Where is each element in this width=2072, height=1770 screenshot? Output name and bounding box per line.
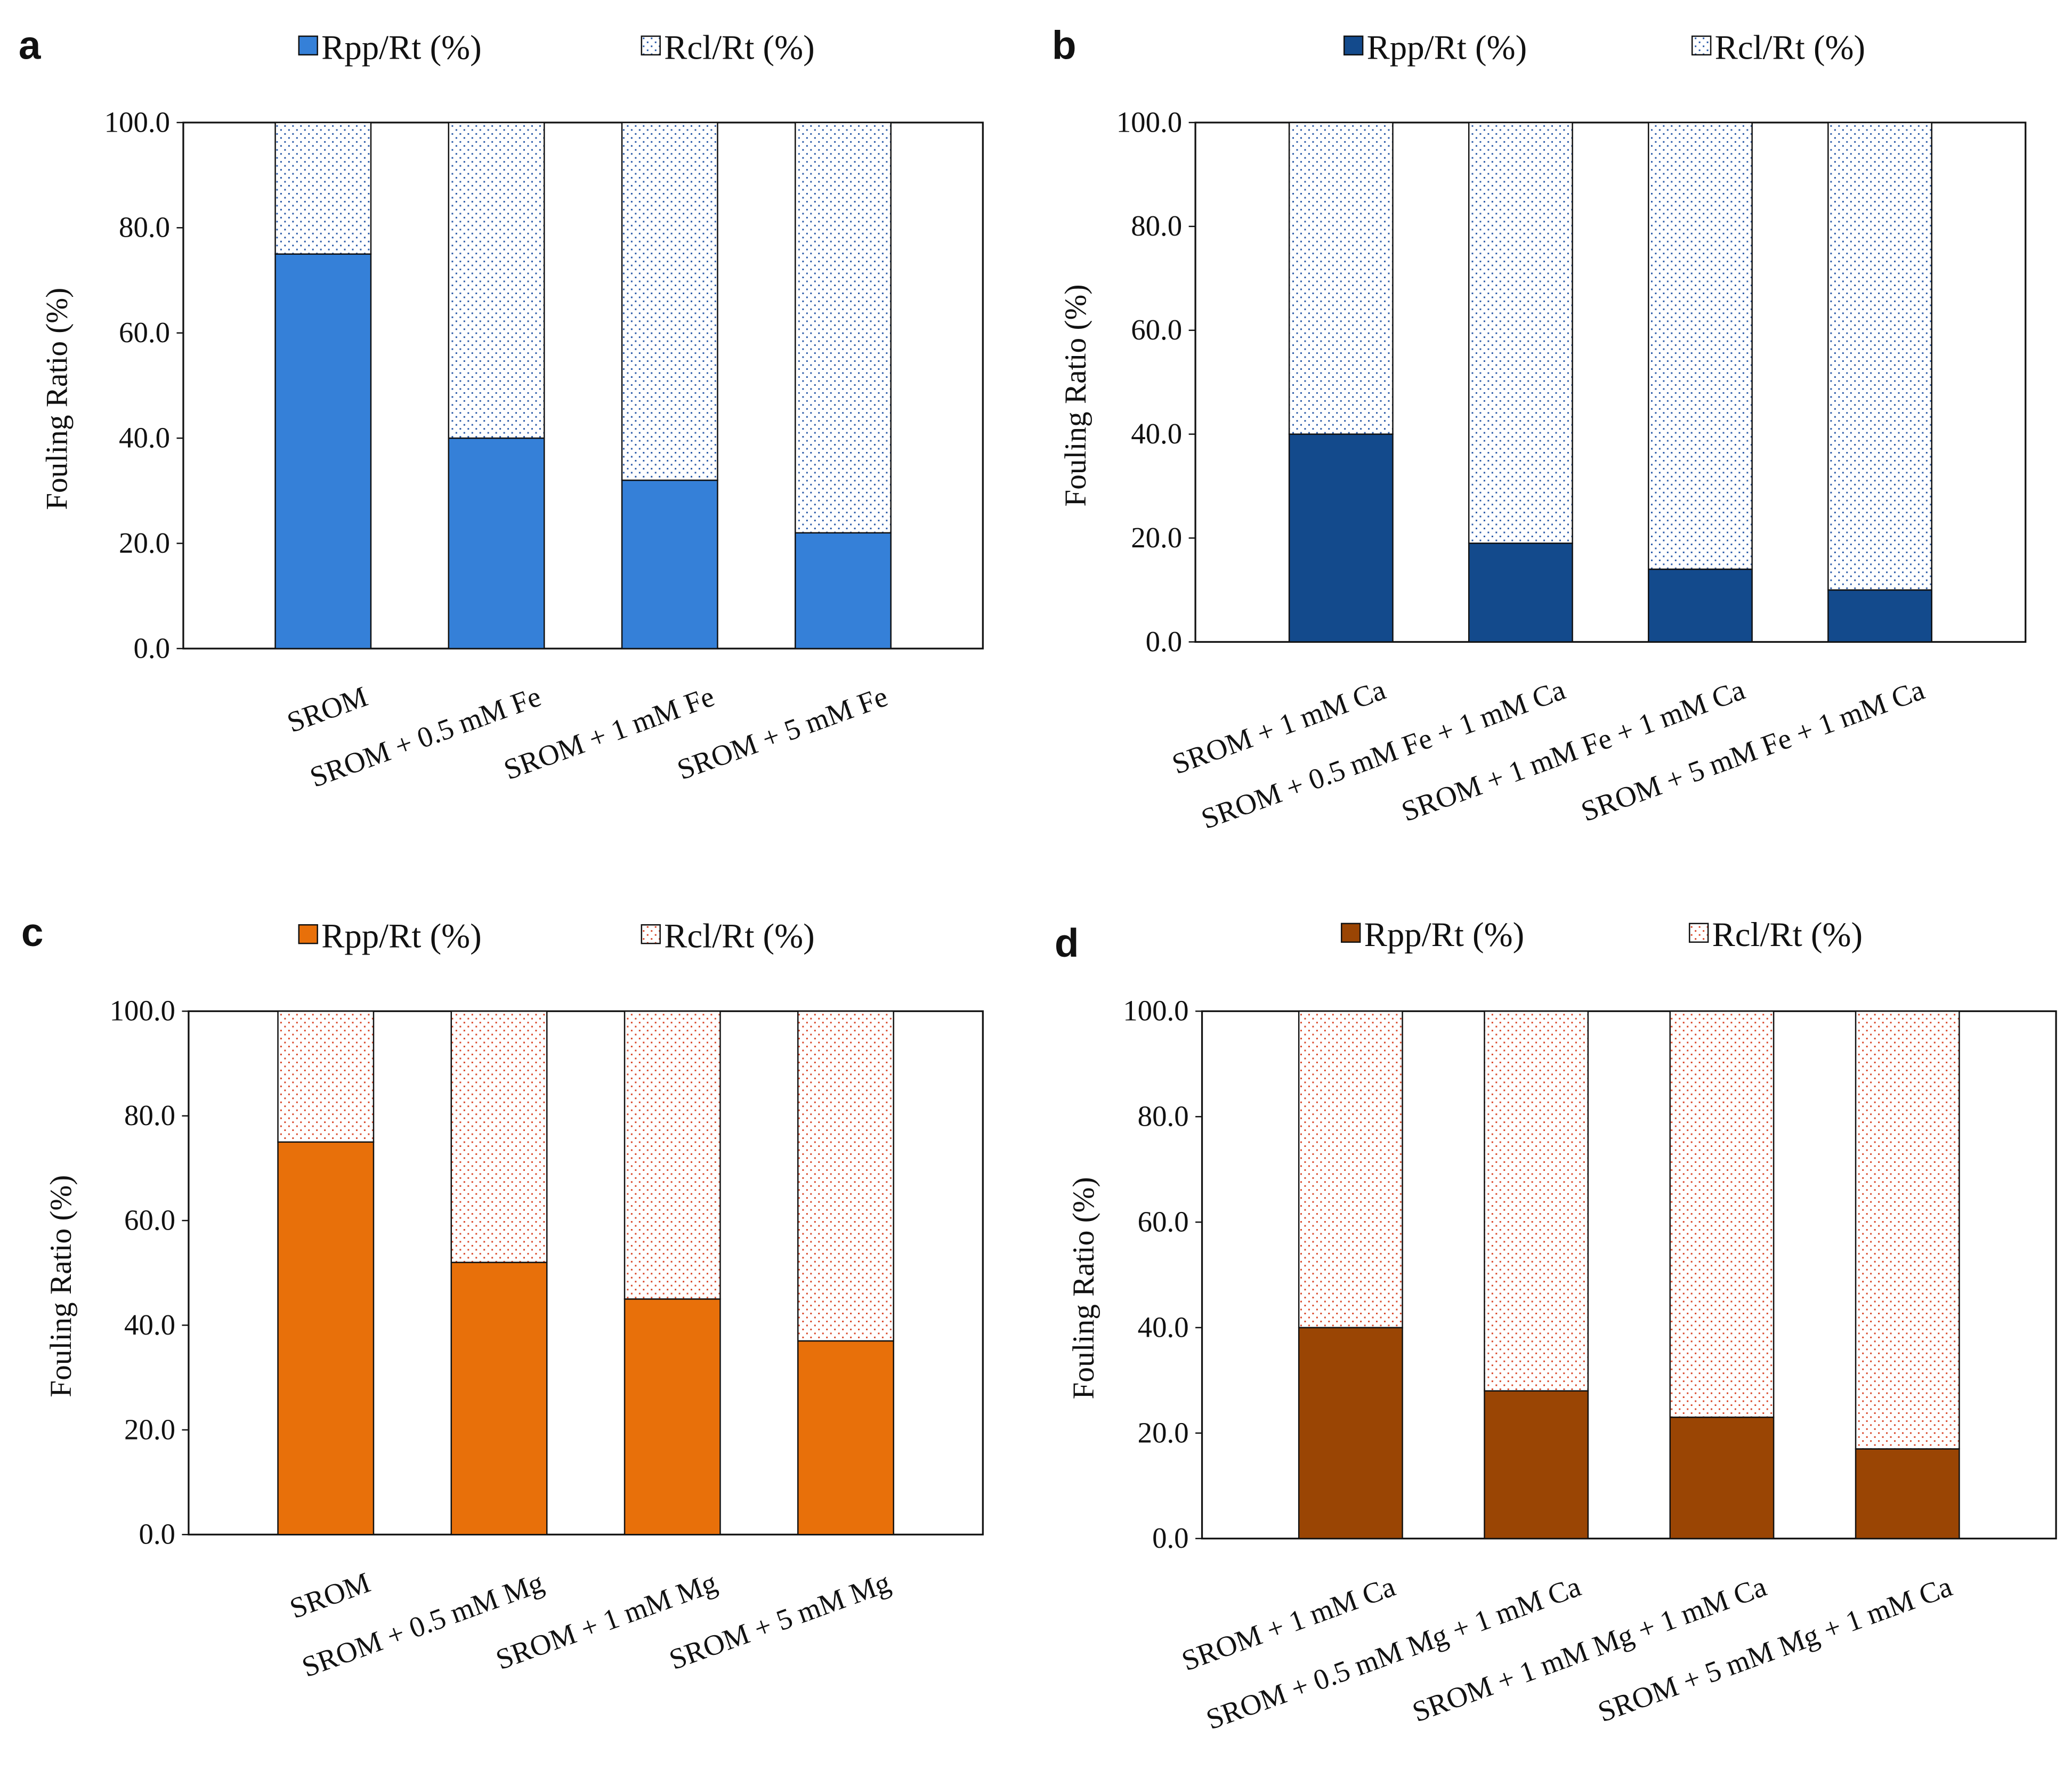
y-axis-label: Fouling Ratio (%) bbox=[1067, 1177, 1100, 1399]
bar-rpp bbox=[448, 437, 545, 650]
bar-rcl bbox=[1669, 1011, 1775, 1418]
y-tick-label: 40.0 bbox=[1138, 1311, 1189, 1343]
y-tick-label: 100.0 bbox=[104, 106, 170, 138]
legend-label-rcl: Rcl/Rt (%) bbox=[1712, 916, 1863, 954]
legend-label-rpp: Rpp/Rt (%) bbox=[1364, 916, 1525, 954]
bar-rcl bbox=[1468, 122, 1573, 544]
bar-rpp bbox=[795, 532, 892, 650]
legend-swatch-rcl bbox=[641, 35, 661, 56]
y-tick-label: 40.0 bbox=[1131, 417, 1182, 450]
chart-panel-d: d Rpp/Rt (%) Rcl/Rt (%) 0.0 20.0 40.0 60.0 80.0… bbox=[1055, 916, 2057, 1736]
legend-swatch-rcl bbox=[1691, 35, 1712, 56]
legend-swatch-rpp bbox=[298, 924, 318, 944]
y-axis-label: Fouling Ratio (%) bbox=[44, 1175, 78, 1397]
bar-rpp bbox=[1855, 1448, 1960, 1539]
chart-panel-a: a Rpp/Rt (%) Rcl/Rt (%) 0.0 20.0 40.0 60.0 80.0… bbox=[19, 22, 984, 794]
bar-rcl bbox=[1484, 1011, 1589, 1392]
bar-rpp bbox=[1468, 543, 1573, 643]
bar-rcl bbox=[624, 1011, 721, 1300]
bar-rcl bbox=[621, 122, 718, 481]
y-tick-label: 20.0 bbox=[1131, 521, 1182, 554]
panel-letter: c bbox=[21, 910, 44, 955]
y-tick-label: 0.0 bbox=[1146, 625, 1183, 658]
y-tick-label: 100.0 bbox=[1116, 106, 1182, 138]
y-tick-label: 100.0 bbox=[110, 995, 175, 1027]
y-tick-label: 20.0 bbox=[119, 527, 170, 559]
bar-rpp bbox=[1484, 1390, 1589, 1539]
bar-rcl bbox=[797, 1011, 894, 1342]
chart-panel-c: c Rpp/Rt (%) Rcl/Rt (%) 0.0 20.0 40.0 60.0 80.0… bbox=[21, 910, 984, 1683]
x-category-label: SROM + 5 mM Fe + 1 mM Ca bbox=[1577, 673, 1929, 828]
y-axis-label: Fouling Ratio (%) bbox=[40, 288, 74, 510]
bar-rcl bbox=[1648, 122, 1753, 570]
y-tick-label: 60.0 bbox=[1138, 1205, 1189, 1238]
bar-rpp bbox=[1288, 433, 1394, 643]
legend-swatch-rpp bbox=[1340, 923, 1361, 943]
y-tick-label: 20.0 bbox=[1138, 1416, 1189, 1449]
bar-rcl bbox=[277, 1011, 375, 1143]
chart-panel-b: b Rpp/Rt (%) Rcl/Rt (%) 0.0 20.0 40.0 60.0 80.0… bbox=[1052, 22, 2027, 835]
y-tick-label: 0.0 bbox=[139, 1518, 175, 1550]
bar-rcl bbox=[1298, 1011, 1403, 1329]
legend-swatch-rcl bbox=[641, 924, 661, 944]
panel-letter: d bbox=[1055, 920, 1079, 965]
bar-rcl bbox=[795, 122, 892, 534]
x-category-label: SROM bbox=[286, 1566, 375, 1624]
y-tick-label: 80.0 bbox=[1138, 1100, 1189, 1133]
bar-rpp bbox=[621, 479, 718, 650]
legend-label-rcl: Rcl/Rt (%) bbox=[664, 28, 815, 67]
y-tick-label: 40.0 bbox=[124, 1308, 175, 1341]
y-tick-label: 80.0 bbox=[1131, 209, 1182, 242]
legend-label-rpp: Rpp/Rt (%) bbox=[1367, 28, 1527, 67]
legend-swatch-rcl bbox=[1688, 923, 1709, 943]
legend-label-rpp: Rpp/Rt (%) bbox=[321, 28, 482, 67]
legend-label-rcl: Rcl/Rt (%) bbox=[1715, 28, 1866, 67]
y-tick-label: 60.0 bbox=[1131, 313, 1182, 346]
bar-rpp bbox=[797, 1340, 894, 1535]
y-axis-label: Fouling Ratio (%) bbox=[1059, 285, 1092, 507]
y-tick-label: 20.0 bbox=[124, 1413, 175, 1445]
x-category-label: SROM + 1 mM Mg + 1 mM Ca bbox=[1408, 1570, 1770, 1728]
x-category-label: SROM + 1 mM Fe + 1 mM Ca bbox=[1397, 673, 1749, 828]
bar-rpp bbox=[274, 253, 372, 650]
y-tick-label: 40.0 bbox=[119, 422, 170, 454]
y-tick-label: 80.0 bbox=[119, 211, 170, 244]
x-category-label: SROM + 5 mM Mg + 1 mM Ca bbox=[1593, 1570, 1956, 1728]
y-tick-label: 0.0 bbox=[133, 632, 170, 664]
bar-rpp bbox=[624, 1298, 721, 1535]
legend-swatch-rpp bbox=[298, 35, 318, 56]
panel-letter: a bbox=[19, 22, 42, 67]
y-tick-label: 60.0 bbox=[119, 316, 170, 349]
bar-rcl bbox=[1827, 122, 1932, 591]
bar-rcl bbox=[1855, 1011, 1960, 1450]
bar-rcl bbox=[274, 122, 372, 255]
bar-rpp bbox=[1827, 589, 1932, 643]
legend-swatch-rpp bbox=[1343, 35, 1364, 56]
y-tick-label: 0.0 bbox=[1152, 1522, 1189, 1554]
bar-rpp bbox=[1298, 1327, 1403, 1539]
bar-rcl bbox=[1288, 122, 1394, 435]
bar-rcl bbox=[450, 1011, 548, 1263]
y-tick-label: 60.0 bbox=[124, 1204, 175, 1236]
y-tick-label: 80.0 bbox=[124, 1099, 175, 1131]
y-tick-label: 100.0 bbox=[1123, 995, 1188, 1027]
legend-label-rpp: Rpp/Rt (%) bbox=[321, 917, 482, 956]
bar-rpp bbox=[1669, 1416, 1775, 1539]
legend-label-rcl: Rcl/Rt (%) bbox=[664, 917, 815, 956]
panel-letter: b bbox=[1052, 22, 1077, 67]
x-category-label: SROM bbox=[283, 680, 372, 739]
bar-rpp bbox=[277, 1141, 375, 1535]
bar-rpp bbox=[1648, 568, 1753, 643]
bar-rcl bbox=[448, 122, 545, 439]
bar-rpp bbox=[450, 1262, 548, 1535]
